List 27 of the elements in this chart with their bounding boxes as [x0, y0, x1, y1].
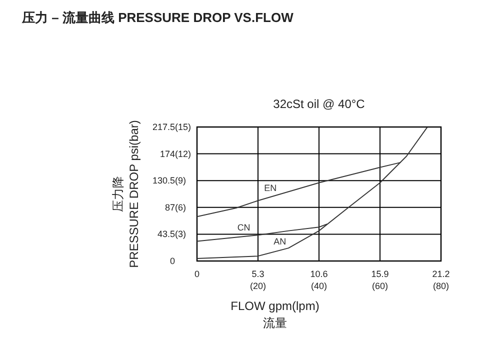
x2-tick-label: (80): [432, 281, 450, 291]
y-tick-label: 43.5: [157, 229, 175, 240]
y-tick-label: 130.5: [152, 176, 175, 186]
x-tick-label: 5.3: [252, 269, 264, 279]
y-axis-title: 压力降 PRESSURE DROP psi(bar): [111, 120, 141, 268]
x2-tick-label: (60): [372, 281, 388, 291]
chart-subtitle: 32cSt oil @ 40°C: [273, 97, 366, 111]
y2-tick-label: (15): [174, 122, 191, 132]
x2-tick-label: (20): [250, 281, 266, 291]
x-tick-label: 21.2: [432, 269, 450, 279]
x-tick-label: 15.9: [371, 269, 389, 279]
series-label: AN: [274, 236, 286, 246]
y2-tick-label: (12): [174, 148, 191, 159]
x2-tick-label: (40): [310, 281, 328, 291]
y-tick-label: 217.5: [152, 122, 175, 132]
chart-title: 压力 – 流量曲线 PRESSURE DROP VS.FLOW: [21, 10, 294, 25]
series-label: EN: [264, 183, 277, 194]
y-tick-label: 174: [160, 148, 175, 159]
x-tick-label: 10.6: [310, 269, 328, 279]
series-label: CN: [237, 222, 250, 233]
y-tick-label: 87: [164, 202, 175, 212]
y2-tick-label: (9): [174, 176, 186, 186]
y-tick-label: 0: [170, 256, 175, 266]
y2-tick-label: (6): [174, 202, 186, 212]
y2-tick-label: (3): [174, 229, 186, 240]
x-axis-title: FLOW gpm(lpm) 流量: [230, 299, 320, 330]
x-tick-label: 0: [194, 269, 200, 279]
